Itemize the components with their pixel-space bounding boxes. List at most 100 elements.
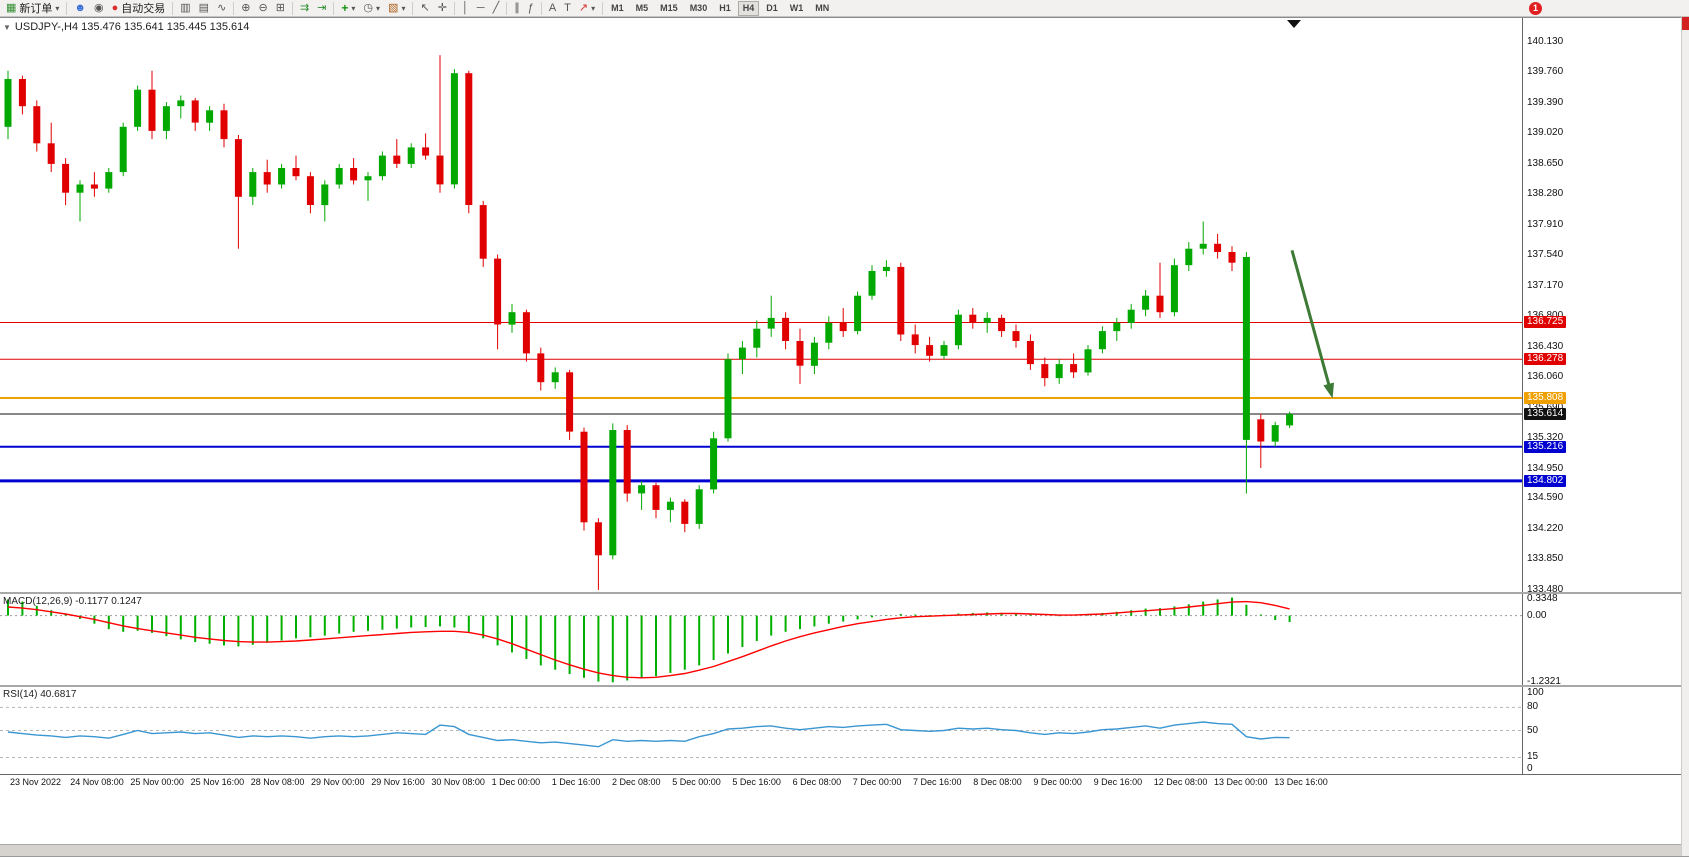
signals-button[interactable]: ◉ [90, 1, 108, 16]
bear-candle [18, 79, 26, 107]
macd-plot[interactable]: MACD(12,26,9) -0.1177 0.1247 [0, 594, 1522, 685]
bear-candle [566, 372, 574, 432]
chart-shift-marker[interactable] [1287, 20, 1301, 28]
caret-down-icon: ▾ [376, 3, 381, 13]
trendline-button[interactable]: ╱ [489, 1, 504, 16]
line-chart-button[interactable]: ∿ [213, 1, 230, 16]
bear-candle [90, 184, 98, 189]
indicators-button[interactable]: + ▾ [337, 1, 359, 16]
rsi-axis-label: 15 [1527, 751, 1539, 763]
time-label: 8 Dec 08:00 [973, 777, 1022, 787]
autotrade-icon: ● [111, 1, 119, 14]
bear-candle [1026, 341, 1034, 365]
bear-candle [292, 168, 300, 177]
zoom-out-button[interactable]: ⊖ [255, 1, 272, 16]
profile-button[interactable]: ☻ [70, 1, 90, 16]
template-icon: ▧ [388, 1, 399, 14]
templates-button[interactable]: ▧ ▾ [384, 1, 409, 16]
text-button[interactable]: A [545, 1, 560, 16]
chart-shift-button[interactable]: ⇥ [313, 1, 330, 16]
price-axis-label: 136.800 [1527, 310, 1563, 321]
rsi-axis[interactable]: 100 80 50 15 0 [1522, 687, 1680, 774]
vertical-scrollbar[interactable] [1681, 17, 1689, 856]
bear-candle [263, 172, 271, 185]
rsi-label: RSI(14) 40.6817 [3, 689, 77, 700]
bear-candle [62, 163, 70, 193]
broadcast-icon: ◉ [94, 1, 104, 14]
trend-arrow-line[interactable] [1290, 250, 1332, 390]
timeframe-mn[interactable]: MN [810, 1, 834, 16]
bull-candle [854, 295, 862, 332]
collapse-icon[interactable]: ▼ [3, 22, 11, 32]
bull-candle [551, 372, 559, 383]
line-chart-icon: ∿ [217, 1, 227, 14]
time-label: 25 Nov 00:00 [130, 777, 184, 787]
vertical-line-button[interactable]: │ [458, 1, 473, 16]
price-chart-plot[interactable]: ▼ USDJPY-,H4 135.476 135.641 135.445 135… [0, 18, 1522, 592]
notification-badge[interactable]: 1 [1529, 1, 1542, 15]
bear-candle [47, 143, 55, 164]
timeframe-m30[interactable]: M30 [685, 1, 713, 16]
trend-arrow-head[interactable] [1323, 382, 1334, 399]
autotrade-button[interactable]: ● 自动交易 [108, 1, 170, 16]
time-label: 29 Nov 16:00 [371, 777, 425, 787]
bull-candle [105, 172, 113, 189]
price-axis-label: 133.850 [1527, 553, 1564, 565]
bear-candle [1228, 252, 1236, 263]
timeframe-m15[interactable]: M15 [655, 1, 683, 16]
channel-button[interactable]: ∥ [510, 1, 524, 16]
rsi-axis-label: 100 [1527, 687, 1544, 698]
macd-axis-label: -1.2321 [1527, 676, 1561, 687]
bar-chart-button[interactable]: ▥ [176, 1, 194, 16]
timeframe-d1[interactable]: D1 [761, 1, 783, 16]
auto-scroll-icon: ⇉ [299, 1, 310, 14]
bear-candle [148, 89, 156, 131]
time-axis[interactable]: 23 Nov 2022 24 Nov 08:00 25 Nov 00:00 25 No… [0, 774, 1681, 790]
arrows-button[interactable]: ↗ ▾ [575, 1, 599, 16]
bull-candle [868, 271, 876, 296]
timeframe-m1[interactable]: M1 [606, 1, 629, 16]
macd-axis[interactable]: 0.3348 0.00 -1.2321 [1522, 593, 1680, 687]
candlestick-chart-button[interactable]: ▤ [195, 1, 213, 16]
price-axis-label: 137.170 [1527, 279, 1564, 291]
price-axis-label: 137.910 [1527, 218, 1564, 230]
bear-candle [191, 100, 199, 123]
text-label-button[interactable]: T [560, 1, 575, 16]
bull-candle [983, 317, 991, 323]
timeframe-m5[interactable]: M5 [631, 1, 654, 16]
price-axis[interactable]: 140.130 139.760 139.390 139.020 138.650 138.2… [1522, 18, 1680, 595]
timeframe-h4[interactable]: H4 [737, 0, 760, 16]
cursor-button[interactable]: ↖ [416, 1, 433, 16]
scrollbar-top-marker [1682, 17, 1689, 30]
timeframe-group: M1 M5 M15 M30 H1 H4 D1 W1 MN [606, 0, 834, 16]
current-price-badge: 135.614 [1524, 408, 1567, 421]
timeframe-h1[interactable]: H1 [714, 1, 736, 16]
crosshair-button[interactable]: ✛ [434, 1, 451, 16]
macd-axis-label: 0.3348 [1527, 593, 1558, 604]
rsi-plot[interactable]: RSI(14) 40.6817 [0, 687, 1522, 774]
bear-candle [1070, 364, 1078, 373]
bull-candle [450, 73, 458, 185]
timeframe-w1[interactable]: W1 [785, 1, 809, 16]
tile-windows-icon: ⊞ [275, 1, 285, 14]
horizontal-line-button[interactable]: ─ [473, 1, 489, 16]
periods-button[interactable]: ◷ ▾ [359, 1, 384, 16]
tile-windows-button[interactable]: ⊞ [272, 1, 289, 16]
toolbar-separator [453, 1, 455, 15]
bull-candle [321, 184, 329, 206]
zoom-in-button[interactable]: ⊕ [237, 1, 254, 16]
price-axis-label: 136.060 [1527, 371, 1564, 383]
bear-candle [537, 353, 545, 383]
bear-candle [594, 522, 602, 556]
bear-candle [839, 322, 847, 332]
bull-candle [710, 438, 718, 490]
price-axis-label: 139.760 [1527, 66, 1564, 78]
time-label: 13 Dec 00:00 [1214, 777, 1268, 787]
time-label: 1 Dec 00:00 [491, 777, 541, 787]
auto-scroll-button[interactable]: ⇉ [296, 1, 313, 16]
new-order-button[interactable]: ▦ 新订单 ▾ [2, 1, 63, 16]
price-axis-label: 137.540 [1527, 249, 1564, 261]
price-axis-label: 139.020 [1527, 127, 1564, 139]
fibonacci-button[interactable]: ƒ [524, 1, 538, 16]
bear-candle [436, 155, 444, 185]
